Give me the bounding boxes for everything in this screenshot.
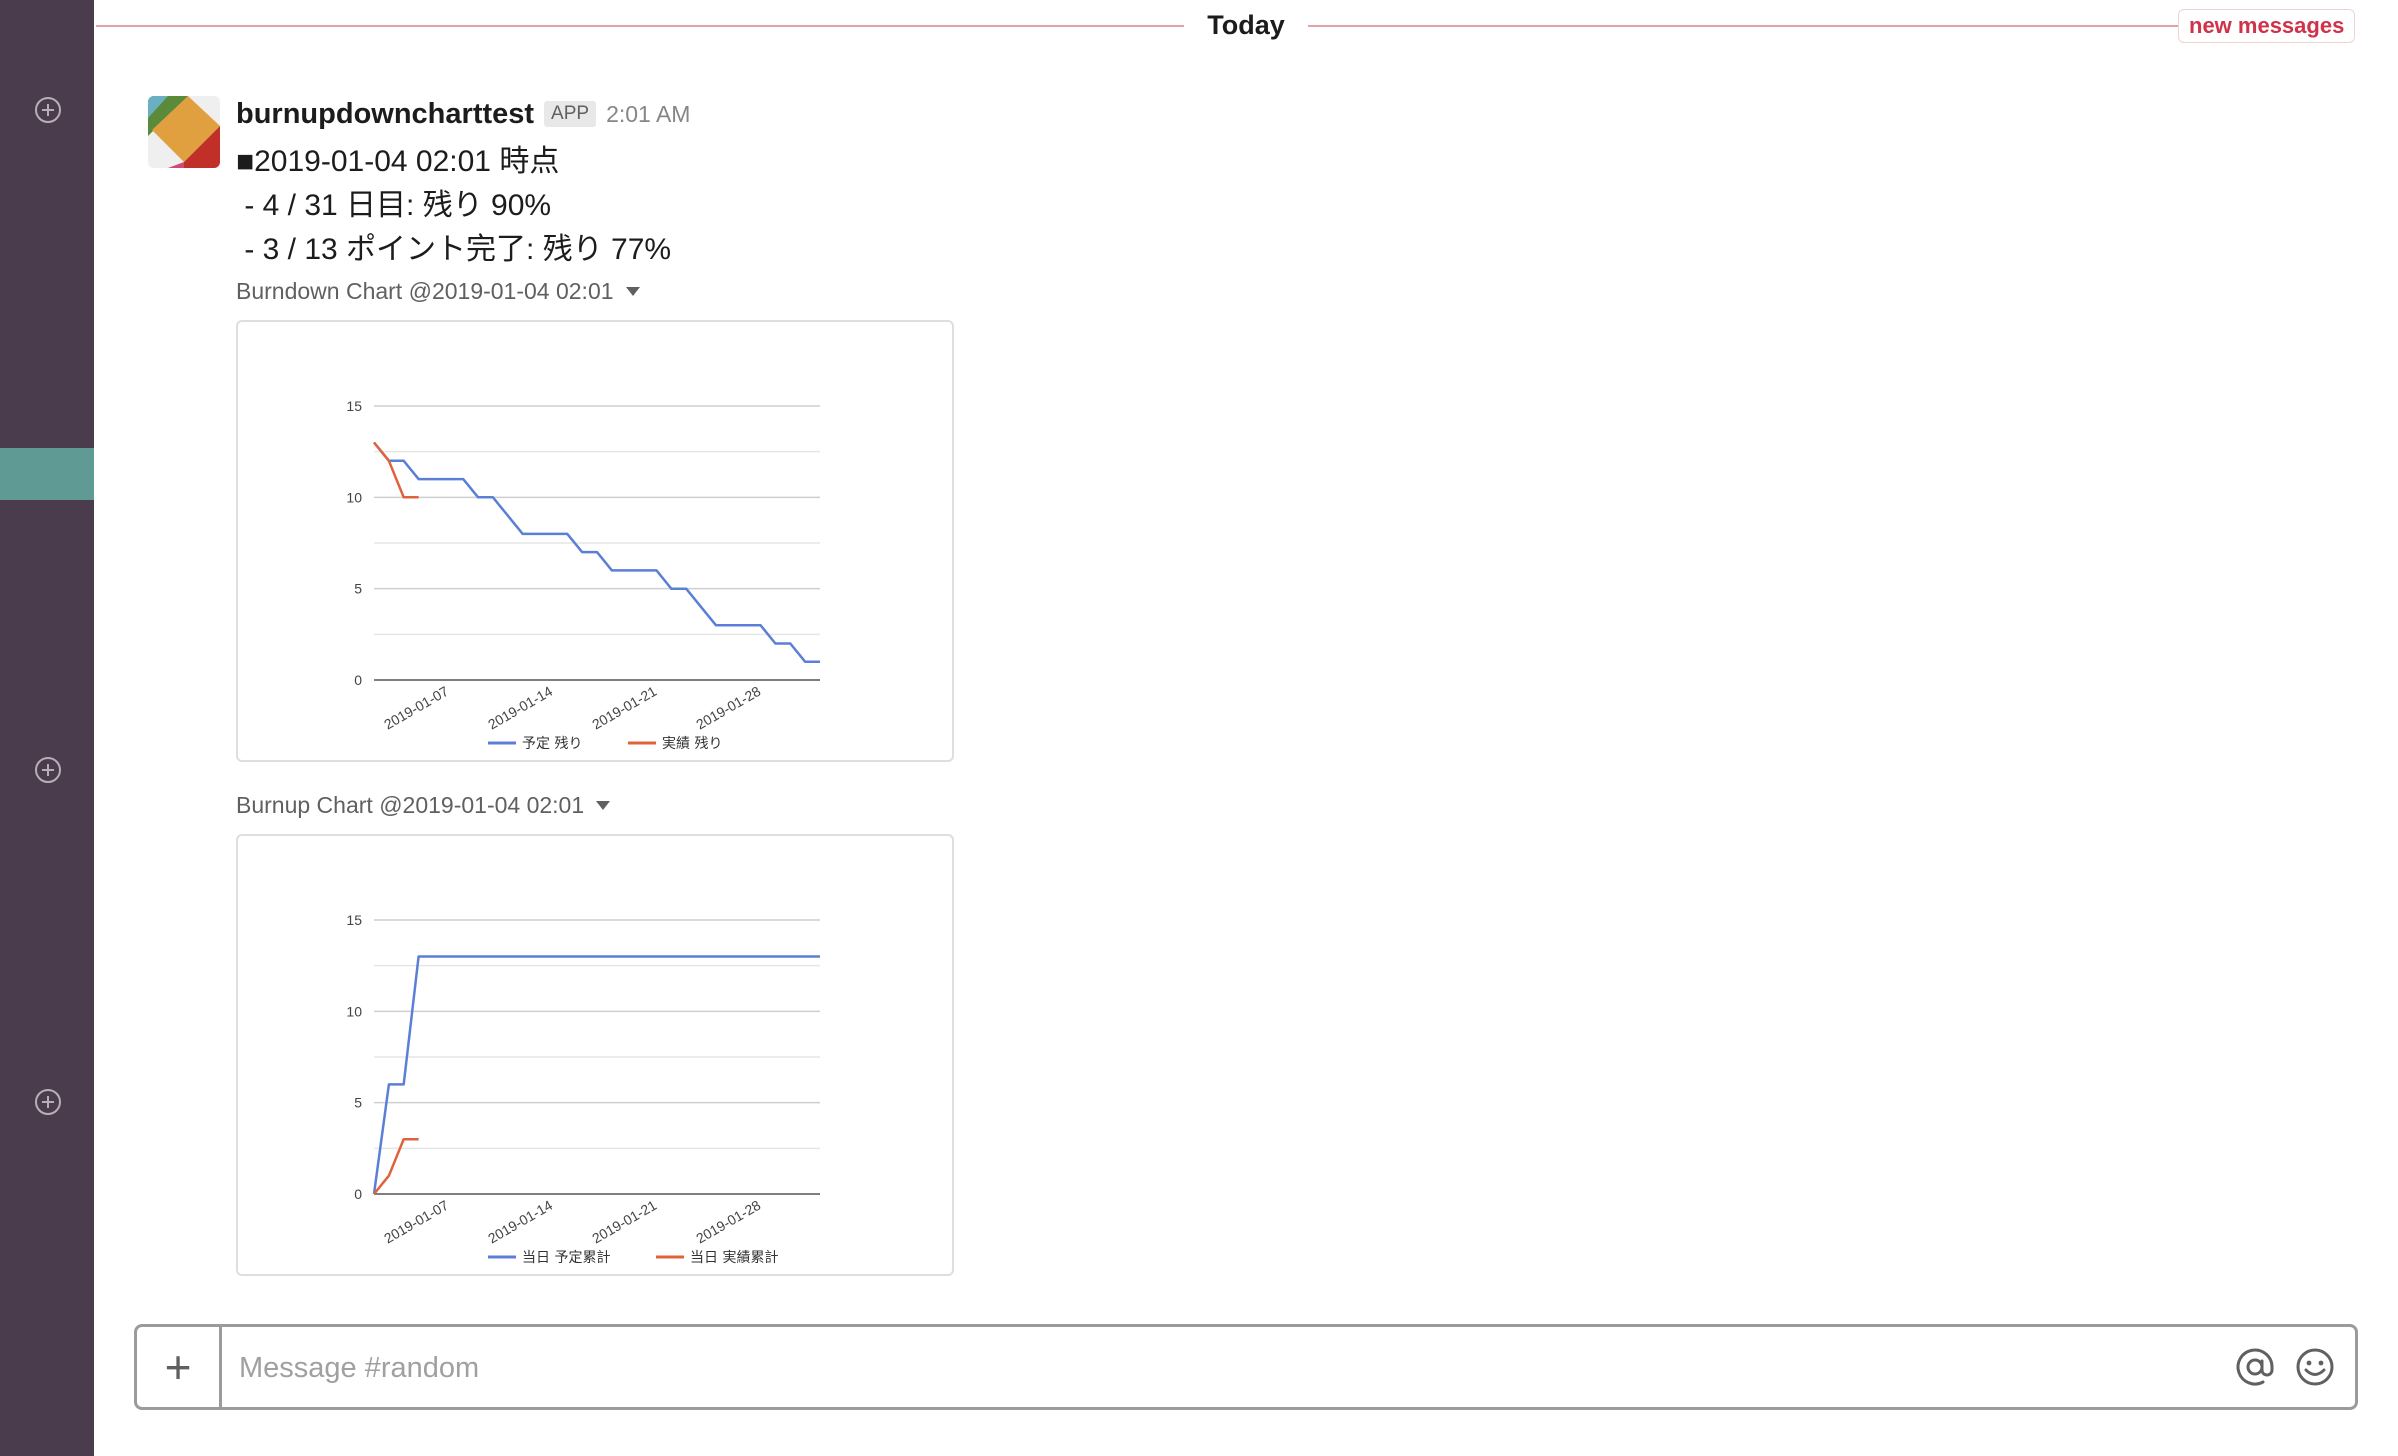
sidebar-active-channel[interactable] xyxy=(0,448,94,500)
y-tick-label: 5 xyxy=(354,1095,362,1111)
sender-name[interactable]: burnupdowncharttest xyxy=(236,97,535,130)
sidebar xyxy=(0,0,94,1456)
emoji-button[interactable] xyxy=(2293,1345,2337,1389)
app-avatar-icon xyxy=(148,96,220,168)
attachment-title[interactable]: Burnup Chart @2019-01-04 02:01 xyxy=(236,792,611,819)
x-tick-label: 2019-01-21 xyxy=(589,683,659,733)
message-line: - 4 / 31 日目: 残り 90% xyxy=(236,189,552,222)
new-messages-badge[interactable]: new messages xyxy=(2178,9,2356,43)
avatar[interactable] xyxy=(148,96,220,168)
burndown-chart[interactable]: 0 5 10 15 2019-01-07 2019-01-14 2019-01-21 2019… xyxy=(236,320,954,762)
attachment-title[interactable]: Burndown Chart @2019-01-04 02:01 xyxy=(236,278,640,305)
y-tick-label: 10 xyxy=(346,1003,362,1019)
chart-svg: 0 5 10 15 2019-01-07 2019-01-14 2019-01-21 2019… xyxy=(346,912,820,1266)
attachment-title-text: Burndown Chart @2019-01-04 02:01 xyxy=(236,278,614,304)
y-tick-label: 0 xyxy=(354,672,362,688)
message-line: ■2019-01-04 02:01 時点 xyxy=(236,145,560,178)
day-divider-line xyxy=(96,25,1184,27)
plus-circle-icon xyxy=(35,757,61,783)
caret-down-icon[interactable] xyxy=(596,801,611,810)
y-tick-label: 15 xyxy=(346,912,362,928)
series-line xyxy=(373,441,419,499)
series-line xyxy=(372,955,820,1195)
chart-svg: 0 5 10 15 2019-01-07 2019-01-14 2019-01-21 2019… xyxy=(346,398,820,752)
message-line: - 3 / 13 ポイント完了: 残り 77% xyxy=(236,233,672,266)
x-tick-label: 2019-01-28 xyxy=(693,1197,763,1247)
x-tick-label: 2019-01-21 xyxy=(589,1197,659,1247)
y-tick-label: 10 xyxy=(346,489,362,505)
x-tick-label: 2019-01-07 xyxy=(381,683,451,733)
sidebar-add-button[interactable] xyxy=(34,96,62,124)
at-sign-icon xyxy=(2236,1348,2274,1386)
mention-button[interactable] xyxy=(2233,1345,2277,1389)
emoji-smile-icon xyxy=(2296,1348,2334,1386)
message-input[interactable] xyxy=(237,1343,2141,1393)
series-line xyxy=(373,1137,419,1195)
legend-label: 当日 実績累計 xyxy=(690,1250,778,1266)
day-divider-line xyxy=(1308,25,2353,27)
attachment-title-text: Burnup Chart @2019-01-04 02:01 xyxy=(236,792,585,818)
x-tick-label: 2019-01-07 xyxy=(381,1197,451,1247)
series-line xyxy=(373,441,820,663)
sidebar-add-button[interactable] xyxy=(34,756,62,784)
y-tick-label: 5 xyxy=(354,581,362,597)
plus-circle-icon xyxy=(35,97,61,123)
sidebar-add-button[interactable] xyxy=(34,1088,62,1116)
plus-circle-icon xyxy=(35,1089,61,1115)
message-composer: + xyxy=(134,1324,2358,1410)
legend-label: 予定 残り xyxy=(522,736,582,752)
x-tick-label: 2019-01-14 xyxy=(485,1197,555,1247)
y-tick-label: 15 xyxy=(346,398,362,414)
x-tick-label: 2019-01-14 xyxy=(485,683,555,733)
attach-button[interactable]: + xyxy=(137,1327,222,1407)
message-timestamp[interactable]: 2:01 AM xyxy=(606,100,691,127)
y-tick-label: 0 xyxy=(354,1186,362,1202)
day-divider-label: Today xyxy=(1186,10,1306,41)
burnup-chart[interactable]: 0 5 10 15 2019-01-07 2019-01-14 2019-01-21 2019… xyxy=(236,834,954,1276)
app-badge: APP xyxy=(544,101,597,127)
legend-label: 当日 予定累計 xyxy=(522,1250,610,1266)
caret-down-icon[interactable] xyxy=(625,287,640,296)
legend-label: 実績 残り xyxy=(662,736,722,752)
x-tick-label: 2019-01-28 xyxy=(693,683,763,733)
message-header: burnupdowncharttest APP 2:01 AM xyxy=(236,94,690,134)
